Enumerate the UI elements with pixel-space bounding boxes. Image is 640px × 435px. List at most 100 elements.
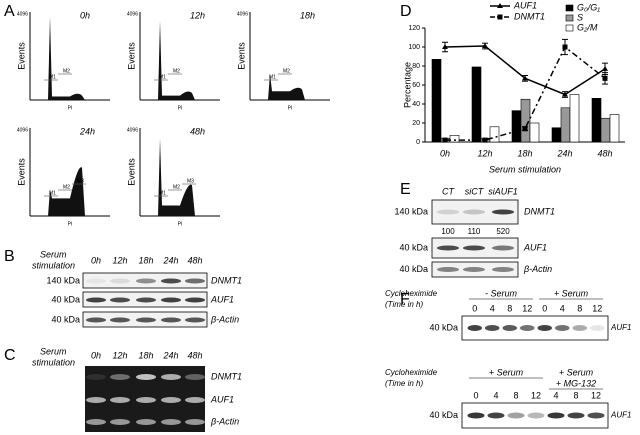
band <box>467 325 482 331</box>
lane-label: 12 <box>531 390 541 400</box>
gel-band <box>110 397 130 403</box>
y-max-label: 4096 <box>17 127 28 133</box>
gel-band <box>185 397 205 403</box>
lane-label: 48h <box>187 350 202 360</box>
lane-label: 0 <box>542 303 547 313</box>
band <box>463 267 485 272</box>
y-max-label: 4096 <box>17 11 28 17</box>
bar <box>591 98 602 143</box>
blot <box>461 402 609 429</box>
blot <box>461 315 609 341</box>
histogram <box>48 16 85 100</box>
x-axis-label: Serum stimulation <box>489 164 561 174</box>
legend-label: G₂/M <box>577 22 598 32</box>
legend-label: AUF1 <box>513 0 537 10</box>
y-tick-label: 0 <box>416 139 420 146</box>
gel-band <box>110 374 130 380</box>
treatment-label: Cycloheximide <box>385 289 438 298</box>
panel-letter: A <box>4 3 15 20</box>
protein-label: AUF1 <box>523 242 547 252</box>
band <box>136 278 156 284</box>
bar <box>511 110 522 143</box>
legend-swatch <box>565 4 574 12</box>
x-tick-label: 12h <box>477 148 492 158</box>
gate-label: M2 <box>173 184 180 190</box>
band <box>136 317 156 323</box>
lane-label: 8 <box>573 390 578 400</box>
panel-letter: E <box>400 181 411 198</box>
lane-label: 18h <box>138 255 153 265</box>
treatment-label: Cycloheximide <box>385 368 438 377</box>
bar <box>600 117 611 143</box>
band <box>547 412 565 419</box>
bar <box>471 66 482 143</box>
lane-label: 12 <box>592 303 602 313</box>
gate-label: M3 <box>187 178 194 184</box>
x-label: PI <box>68 105 73 111</box>
protein-label: β-Actin <box>523 264 552 274</box>
gate-label: M3 <box>77 178 84 184</box>
gate-label: M2 <box>283 68 290 74</box>
y-max-label: 4096 <box>127 11 138 17</box>
gel-band <box>110 419 130 425</box>
marker <box>522 75 528 81</box>
legend-label: DNMT1 <box>514 11 545 21</box>
y-tick-label: 40 <box>412 101 420 108</box>
quantification: 100 <box>441 227 455 236</box>
gel-band <box>161 397 181 403</box>
histogram <box>158 20 195 100</box>
band <box>110 317 130 323</box>
band <box>537 325 552 331</box>
y-tick-label: 60 <box>412 82 420 89</box>
band <box>161 297 181 303</box>
lane-label: 0 <box>472 303 477 313</box>
panel-letter: B <box>4 248 15 265</box>
gel-band <box>86 419 106 425</box>
marker <box>442 44 448 49</box>
legend-swatch <box>565 14 574 22</box>
band <box>86 317 106 323</box>
lane-label: 4 <box>493 390 498 400</box>
band <box>86 297 106 303</box>
marker <box>442 137 448 143</box>
header: stimulation <box>32 260 75 270</box>
quantification: 520 <box>496 227 510 236</box>
band <box>487 412 505 419</box>
panel-letter: C <box>4 347 16 364</box>
histogram <box>268 73 305 100</box>
size-label: 40 kDa <box>399 242 428 252</box>
lane-label: 8 <box>513 390 518 400</box>
gate-label: M1 <box>49 74 56 80</box>
histogram <box>158 138 195 216</box>
band <box>507 412 525 419</box>
bar <box>520 98 531 143</box>
gel-band <box>86 397 106 403</box>
band <box>463 245 485 251</box>
marker <box>562 91 568 97</box>
protein-label: β-Actin <box>210 314 239 324</box>
band <box>527 412 545 419</box>
lane-label: 4 <box>490 303 495 313</box>
line <box>444 45 606 96</box>
lane-label: 12 <box>522 303 532 313</box>
time-label: 24h <box>79 126 95 136</box>
gate-label: M1 <box>159 190 166 196</box>
group-label: + MG-132 <box>556 378 596 388</box>
legend-marker <box>497 14 503 20</box>
band <box>567 412 585 419</box>
size-label: 140 kDa <box>394 206 428 216</box>
gate-label: M1 <box>159 74 166 80</box>
protein-label: DNMT1 <box>211 371 242 381</box>
band <box>587 412 605 419</box>
lane-label: 24h <box>162 255 178 265</box>
group-label: - Serum <box>485 288 518 298</box>
band <box>161 278 181 284</box>
protein-label: DNMT1 <box>524 206 555 216</box>
band <box>555 325 570 331</box>
y-tick-label: 100 <box>408 44 420 51</box>
legend-label: G₀/G₁ <box>577 2 600 12</box>
band <box>520 325 535 331</box>
bar <box>431 59 442 143</box>
panel-letter: F <box>400 291 410 308</box>
gate-label: M2 <box>173 68 180 74</box>
